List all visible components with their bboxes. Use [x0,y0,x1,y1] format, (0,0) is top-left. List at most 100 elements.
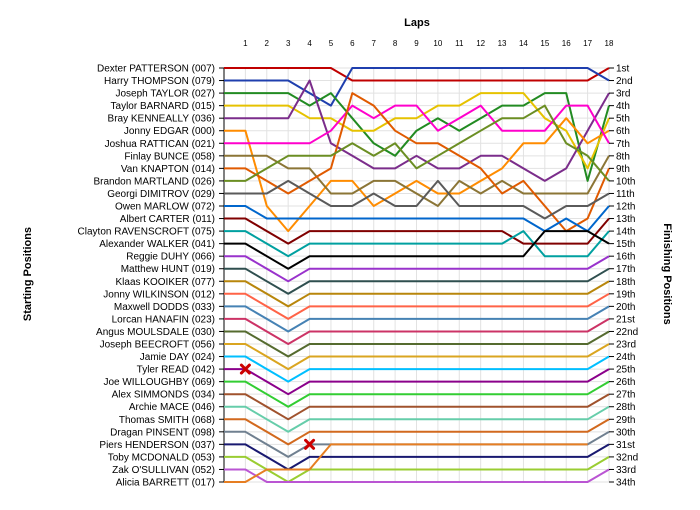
starting-position-label: Tyler READ (042) [137,365,215,376]
finishing-position-label: 7th [616,139,630,150]
driver-line [224,267,610,295]
lap-tick-label: 16 [562,39,571,48]
starting-position-labels: Dexter PATTERSON (007)Harry THOMPSON (07… [78,64,224,489]
starting-position-label: Angus MOULSDALE (030) [96,327,215,338]
driver-line [224,154,610,207]
finishing-position-label: 3rd [616,89,630,100]
driver-line [224,317,610,345]
driver-line [224,280,610,308]
finishing-position-label: 4th [616,101,630,112]
starting-position-label: Clayton RAVENSCROFT (075) [78,227,215,238]
finishing-position-label: 26th [616,377,635,388]
driver-line [224,217,610,245]
starting-position-label: Bray KENNEALLY (036) [108,114,215,125]
finishing-position-label: 19th [616,289,635,300]
starting-position-label: Maxwell DODDS (033) [114,302,215,313]
starting-position-label: Zak O'SULLIVAN (052) [112,465,215,476]
driver-line [224,380,610,408]
starting-position-label: Archie MACE (046) [129,402,215,413]
lap-tick-label: 6 [350,39,355,48]
starting-position-label: Piers HENDERSON (037) [99,440,215,451]
finishing-position-label: 21st [616,314,635,325]
driver-line [224,368,610,396]
driver-line [224,468,610,483]
starting-position-label: Van KNAPTON (014) [121,164,215,175]
driver-line [224,343,610,371]
lap-tick-label: 5 [329,39,334,48]
starting-position-label: Alex SIMMONDS (034) [112,390,215,401]
starting-position-label: Alexander WALKER (041) [99,239,215,250]
finishing-position-label: 25th [616,365,635,376]
lap-tick-label: 7 [371,39,376,48]
driver-line [224,79,610,182]
starting-position-label: Finlay BUNCE (058) [124,151,215,162]
finishing-position-label: 6th [616,126,630,137]
finishing-position-label: 1st [616,64,630,75]
driver-line [224,443,588,483]
starting-position-label: Joseph TAYLOR (027) [116,89,216,100]
lap-tick-label: 15 [540,39,549,48]
driver-line [224,104,610,182]
driver-line [224,418,610,446]
finishing-position-label: 30th [616,427,635,438]
left-axis-title: Starting Positions [22,227,34,321]
driver-line [224,305,610,333]
finishing-position-label: 14th [616,227,635,238]
starting-position-label: Jonny EDGAR (000) [124,126,215,137]
starting-position-label: Dragan PINSENT (098) [110,427,215,438]
finishing-position-label: 18th [616,277,635,288]
finishing-position-label: 10th [616,176,635,187]
starting-position-label: Lorcan HANAFIN (023) [112,314,215,325]
lap-tick-label: 8 [393,39,398,48]
finishing-position-label: 28th [616,402,635,413]
lap-tick-label: 2 [265,39,270,48]
starting-position-label: Albert CARTER (011) [120,214,215,225]
finishing-position-label: 33rd [616,465,636,476]
right-axis-title: Finishing Positions [661,223,673,324]
driver-line [224,405,610,433]
finishing-position-label: 32nd [616,452,638,463]
finishing-position-label: 22nd [616,327,638,338]
starting-position-label: Alicia BARRETT (017) [116,478,215,489]
starting-position-label: Jonny WILKINSON (012) [103,289,215,300]
starting-position-label: Georgi DIMITROV (029) [107,189,215,200]
lap-tick-label: 10 [433,39,442,48]
lap-tick-label: 11 [455,39,464,48]
finishing-position-label: 9th [616,164,630,175]
lap-tick-label: 13 [498,39,507,48]
lap-tick-label: 1 [243,39,248,48]
driver-line [224,92,610,170]
starting-position-label: Taylor BARNARD (015) [111,101,215,112]
lap-tick-labels: 1 2 3 4 5 6 7 8 9 10 11 12 13 14 15 16 17 18 [243,39,614,48]
lap-tick-label: 9 [414,39,419,48]
starting-position-label: Toby MCDONALD (053) [108,452,215,463]
finishing-position-label: 27th [616,390,635,401]
finishing-position-label: 34th [616,478,635,489]
starting-position-label: Joshua RATTICAN (021) [105,139,215,150]
lap-tick-label: 17 [583,39,592,48]
driver-line [224,92,610,182]
starting-position-label: Jamie DAY (024) [140,352,215,363]
finishing-position-label: 8th [616,151,630,162]
driver-line [224,179,610,220]
starting-position-label: Dexter PATTERSON (007) [97,64,215,75]
starting-position-label: Thomas SMITH (068) [119,415,215,426]
finishing-position-label: 29th [616,415,635,426]
driver-line [224,230,610,258]
driver-line [224,393,610,421]
starting-position-label: Matthew HUNT (019) [121,264,215,275]
driver-line [224,355,610,383]
finishing-position-label: 5th [616,114,630,125]
driver-line [224,67,610,107]
finishing-position-label: 17th [616,264,635,275]
finishing-position-label: 2nd [616,76,633,87]
lap-tick-label: 12 [476,39,485,48]
finishing-position-label: 16th [616,252,635,263]
series-lines [224,67,610,483]
driver-line [224,67,610,82]
starting-position-label: Brandon MARTLAND (026) [93,176,215,187]
finishing-position-labels: 1st2nd3rd4th5th6th7th8th9th10th11th12th1… [609,64,638,489]
starting-position-label: Owen MARLOW (072) [115,202,215,213]
lap-tick-label: 18 [605,39,614,48]
lap-tick-label: 3 [286,39,291,48]
